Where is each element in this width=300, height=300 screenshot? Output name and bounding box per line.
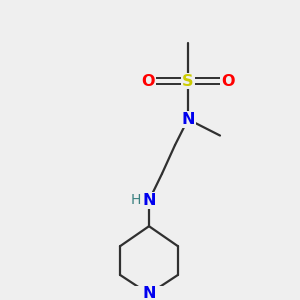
Text: N: N: [142, 193, 156, 208]
Text: S: S: [182, 74, 194, 88]
Text: N: N: [181, 112, 195, 127]
Text: O: O: [141, 74, 155, 88]
Text: O: O: [221, 74, 235, 88]
Text: N: N: [142, 286, 156, 300]
Text: H: H: [131, 194, 141, 207]
